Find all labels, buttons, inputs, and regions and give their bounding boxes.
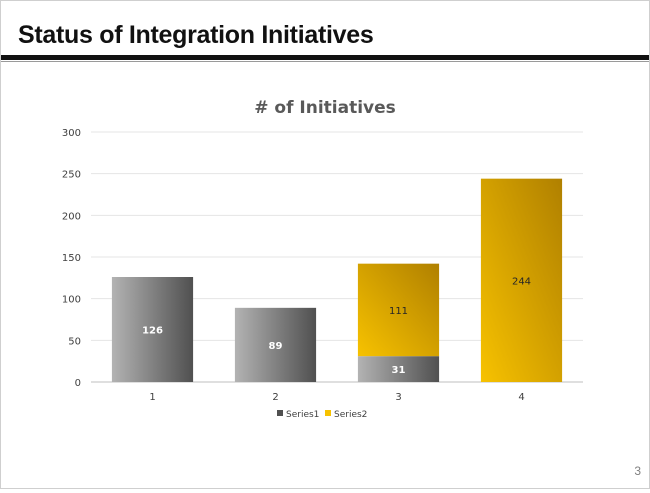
y-tick-label: 300 — [62, 128, 81, 139]
bar-series1-3 — [357, 356, 440, 382]
x-tick-label: 1 — [149, 392, 155, 403]
y-axis-ticks: 0 50 100 150 200 250 300 — [62, 128, 81, 389]
y-tick-label: 0 — [75, 378, 81, 389]
legend-swatch-series2 — [325, 410, 331, 416]
data-label: 89 — [269, 341, 283, 352]
legend-label-series2: Series2 — [334, 410, 367, 420]
data-label: 31 — [392, 365, 406, 376]
legend-swatch-series1 — [277, 410, 283, 416]
x-tick-label: 3 — [395, 392, 401, 403]
x-tick-label: 4 — [518, 392, 524, 403]
data-label: 126 — [142, 326, 163, 337]
data-label: 244 — [512, 276, 531, 287]
legend: Series1 Series2 — [277, 410, 367, 420]
bar-series1-1 — [111, 277, 194, 382]
x-axis-ticks: 1 2 3 4 — [149, 392, 524, 403]
legend-label-series1: Series1 — [286, 410, 319, 420]
y-tick-label: 100 — [62, 295, 81, 306]
page-number: 3 — [634, 464, 641, 478]
y-tick-label: 50 — [68, 336, 81, 347]
bar-series1-2 — [234, 307, 317, 382]
y-tick-label: 150 — [62, 253, 81, 264]
slide-title: Status of Integration Initiatives — [18, 21, 374, 49]
title-divider — [1, 55, 649, 60]
title-divider-thin — [1, 61, 649, 62]
bar-series2-3 — [357, 263, 440, 357]
y-tick-label: 200 — [62, 211, 81, 222]
x-tick-label: 2 — [272, 392, 278, 403]
data-label: 111 — [389, 306, 408, 317]
y-tick-label: 250 — [62, 170, 81, 181]
data-labels: 126 89 31 111 244 — [142, 276, 531, 376]
chart-title: # of Initiatives — [254, 98, 396, 118]
bars — [111, 178, 563, 382]
bar-series2-4 — [480, 178, 563, 382]
